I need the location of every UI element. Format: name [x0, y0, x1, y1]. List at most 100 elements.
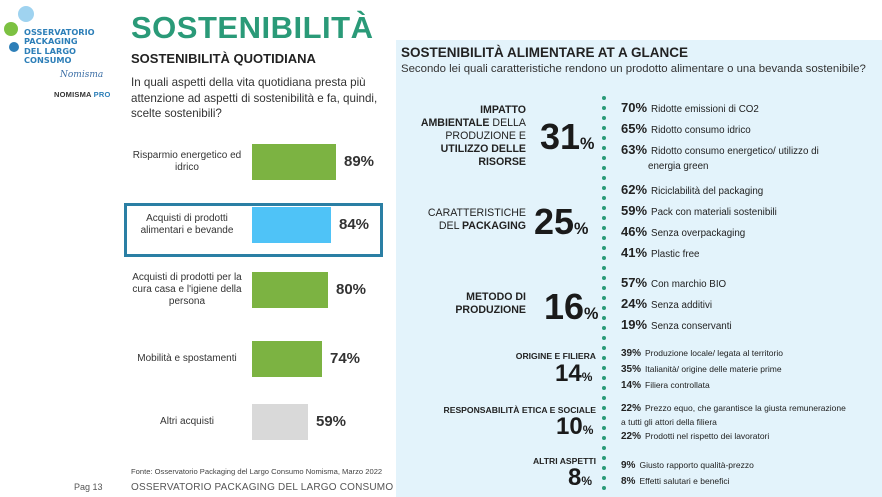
leaf-icon — [4, 22, 18, 36]
divider-dot — [602, 166, 606, 170]
bar — [252, 144, 336, 180]
group-label-packaging: CARATTERISTICHE DEL PACKAGING — [402, 207, 526, 233]
item-text: Pack con materiali sostenibili — [651, 207, 777, 218]
item-text: Ridotto consumo energetico/ utilizzo di — [651, 146, 819, 157]
bar-category-label: Acquisti di prodotti alimentari e bevand… — [140, 213, 234, 236]
pct-value: 10 — [556, 413, 583, 440]
divider-dot — [602, 176, 606, 180]
divider-dot — [602, 126, 606, 130]
item-value: 9% — [621, 460, 636, 471]
item-text: Italianità/ origine delle materie prime — [645, 364, 782, 374]
divider-dot — [602, 286, 606, 290]
divider-dot — [602, 436, 606, 440]
pct-unit: % — [580, 135, 595, 153]
bar-value-label: 89% — [344, 153, 375, 170]
pct-unit: % — [574, 220, 589, 238]
label-part: PRODUZIONE — [455, 304, 526, 316]
divider-dot — [602, 116, 606, 120]
divider-dot — [602, 336, 606, 340]
divider-dot — [602, 266, 606, 270]
item: 70% Ridotte emissioni di CO2 — [621, 100, 759, 115]
bar-value-label: 80% — [336, 281, 367, 298]
item-text: a tutti gli attori della filiera — [621, 417, 717, 427]
item: 63% Ridotto consumo energetico/ utilizzo … — [621, 142, 819, 157]
pct-value: 14 — [555, 360, 582, 387]
divider-dot — [602, 96, 606, 100]
label-part: PRODUZIONE E — [445, 130, 526, 142]
divider-dot — [602, 426, 606, 430]
bar-category-label: Acquisti di prodotti per la cura casa e … — [132, 272, 242, 307]
observatory-logo: OSSERVATORIO PACKAGING DEL LARGO CONSUMO — [24, 27, 95, 66]
cloud-icon — [18, 6, 34, 22]
pct-unit: % — [584, 305, 599, 323]
item: 65% Ridotto consumo idrico — [621, 121, 751, 136]
label-part: UTILIZZO DELLE — [440, 143, 526, 155]
brand-pro: PRO — [93, 90, 111, 99]
divider-dot — [602, 146, 606, 150]
item: 35% Italianità/ origine delle materie pri… — [621, 364, 782, 375]
divider-dot — [602, 316, 606, 320]
divider-dot — [602, 306, 606, 310]
logo-line-4: CONSUMO — [24, 55, 72, 66]
group-label-altri: ALTRI ASPETTI — [500, 455, 596, 468]
divider-dot — [602, 276, 606, 280]
label-part: DELLA — [489, 117, 526, 129]
label-part: IMPATTO — [480, 104, 526, 116]
divider-dot — [602, 196, 606, 200]
group-label-metodo: METODO DI PRODUZIONE — [402, 291, 526, 317]
bar — [252, 207, 331, 243]
item: 59% Pack con materiali sostenibili — [621, 203, 777, 218]
footer: OSSERVATORIO PACKAGING DEL LARGO CONSUMO… — [131, 482, 452, 493]
item-value: 63% — [621, 142, 648, 157]
divider-dot — [602, 236, 606, 240]
bar-category-label: Risparmio energetico ed idrico — [132, 150, 242, 173]
item: 24% Senza additivi — [621, 296, 712, 311]
bar-category-label: Mobilità e spostamenti — [137, 353, 237, 364]
group-pct-origine: 14% — [555, 360, 592, 388]
logo-line-2: PACKAGING — [24, 36, 78, 47]
label-part: RISORSE — [478, 156, 526, 168]
label-part: ORIGINE E FILIERA — [515, 351, 596, 361]
item-text: energia green — [648, 161, 709, 172]
bar-category-label: Altri acquisti — [160, 416, 214, 427]
nomisma-logo: Nomisma — [60, 70, 104, 80]
bar — [252, 404, 308, 440]
item: 19% Senza conservanti — [621, 317, 732, 332]
divider-dot — [602, 186, 606, 190]
divider-dot — [602, 226, 606, 230]
bar — [252, 341, 322, 377]
highlight-frame — [124, 203, 383, 257]
logo-line-1: OSSERVATORIO — [24, 27, 95, 37]
item: energia green — [648, 161, 708, 172]
dotted-divider — [602, 96, 608, 496]
group-label-impatto: IMPATTO AMBIENTALE DELLA PRODUZIONE E UT… — [402, 104, 526, 169]
item-text: Produzione locale/ legata al territorio — [645, 348, 783, 358]
item: 41% Plastic free — [621, 245, 700, 260]
brand-name: NOMISMA — [54, 90, 92, 99]
source-note: Fonte: Osservatorio Packaging del Largo … — [131, 467, 383, 476]
glance-panel — [396, 40, 882, 497]
label-part: ALTRI ASPETTI — [532, 456, 596, 466]
bar-value-label: 59% — [316, 413, 347, 430]
divider-dot — [602, 296, 606, 300]
item-text: Prodotti nel rispetto dei lavoratori — [645, 431, 770, 441]
label-part: CARATTERISTICHE — [427, 207, 526, 219]
item-value: 65% — [621, 121, 648, 136]
bar-value-label: 74% — [330, 350, 361, 367]
pct-unit: % — [581, 474, 593, 488]
pct-unit: % — [581, 370, 593, 384]
divider-dot — [602, 326, 606, 330]
divider-dot — [602, 206, 606, 210]
divider-dot — [602, 406, 606, 410]
item-text: Senza conservanti — [651, 321, 732, 332]
item-text: Riciclabilità del packaging — [651, 186, 764, 197]
divider-dot — [602, 486, 606, 490]
item-value: 41% — [621, 245, 648, 260]
item-value: 62% — [621, 182, 648, 197]
item-value: 70% — [621, 100, 648, 115]
item-text: Filiera controllata — [645, 380, 710, 390]
divider-dot — [602, 476, 606, 480]
page-number: Pag 13 — [74, 482, 103, 492]
bar-value-label: 84% — [339, 216, 370, 233]
divider-dot — [602, 246, 606, 250]
